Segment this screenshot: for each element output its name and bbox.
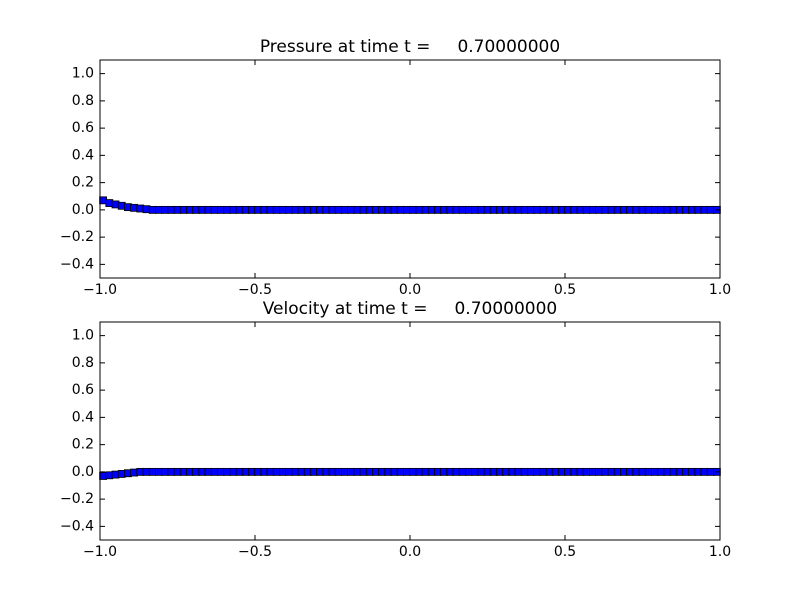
x-tick-label: 0.5 bbox=[554, 282, 576, 298]
y-tick-label: 1.0 bbox=[72, 66, 94, 82]
x-tick-label: 1.0 bbox=[709, 544, 731, 560]
y-tick-label: 0.4 bbox=[72, 147, 94, 163]
x-tick-label: −0.5 bbox=[238, 282, 272, 298]
chart-title: Velocity at time t = 0.70000000 bbox=[263, 299, 557, 319]
y-tick-label: 0.4 bbox=[72, 409, 94, 425]
y-tick-label: 0.6 bbox=[72, 120, 94, 136]
x-tick-label: 0.0 bbox=[399, 544, 421, 560]
y-tick-label: −0.4 bbox=[60, 518, 94, 534]
y-tick-label: 0.0 bbox=[72, 464, 94, 480]
y-tick-label: 0.8 bbox=[72, 355, 94, 371]
y-tick-label: 0.2 bbox=[72, 175, 94, 191]
y-tick-label: −0.4 bbox=[60, 256, 94, 272]
y-tick-label: 0.6 bbox=[72, 382, 94, 398]
x-tick-label: −1.0 bbox=[83, 544, 117, 560]
x-tick-label: −1.0 bbox=[83, 282, 117, 298]
y-tick-label: 0.2 bbox=[72, 437, 94, 453]
y-tick-label: −0.2 bbox=[60, 229, 94, 245]
y-tick-label: 0.8 bbox=[72, 93, 94, 109]
x-tick-label: 0.0 bbox=[399, 282, 421, 298]
y-tick-label: 1.0 bbox=[72, 328, 94, 344]
chart-title: Pressure at time t = 0.70000000 bbox=[260, 37, 560, 57]
y-tick-label: −0.2 bbox=[60, 491, 94, 507]
x-tick-label: 1.0 bbox=[709, 282, 731, 298]
x-tick-label: 0.5 bbox=[554, 544, 576, 560]
y-tick-label: 0.0 bbox=[72, 202, 94, 218]
x-tick-label: −0.5 bbox=[238, 544, 272, 560]
